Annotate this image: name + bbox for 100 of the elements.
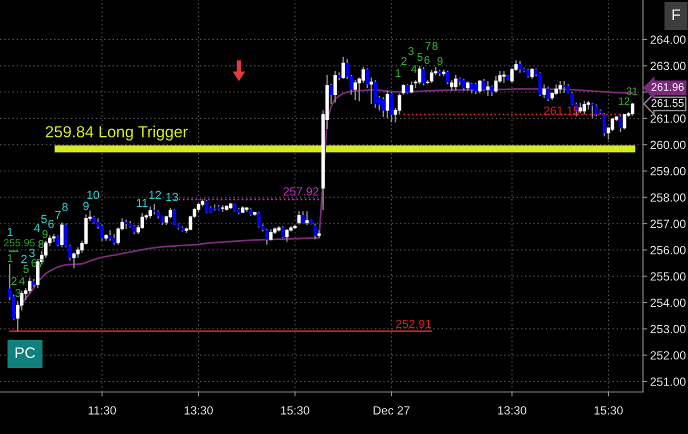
annotation: 11 bbox=[136, 198, 148, 208]
y-tick-label: 259.00 bbox=[650, 167, 686, 176]
annotation: 2 bbox=[11, 277, 17, 285]
candlestick bbox=[422, 66, 426, 86]
y-tick-label: 253.00 bbox=[650, 324, 686, 334]
annotation: 5 bbox=[41, 214, 47, 224]
candlestick bbox=[562, 80, 566, 94]
candlestick bbox=[578, 102, 582, 114]
annotation: 7 bbox=[425, 42, 431, 50]
candlestick bbox=[333, 70, 337, 104]
annotation: 5 bbox=[23, 265, 29, 273]
annotation: 9 bbox=[83, 202, 89, 210]
candlestick bbox=[56, 234, 60, 247]
annotation: 3 bbox=[29, 248, 35, 258]
annotation: 10 bbox=[87, 190, 100, 200]
y-tick-label: 255.00 bbox=[650, 272, 686, 281]
series-label: 255.95 bbox=[4, 239, 35, 246]
candlestick bbox=[630, 102, 634, 116]
annotation: 3 bbox=[15, 289, 21, 297]
candlestick bbox=[486, 80, 490, 97]
x-tick-label: 15:30 bbox=[281, 406, 310, 415]
y-tick-label: 254.00 bbox=[650, 298, 686, 307]
candlestick bbox=[132, 224, 136, 235]
candlestick bbox=[148, 206, 152, 220]
y-tick-label: 260.00 bbox=[650, 140, 686, 150]
annotation: 9 bbox=[437, 57, 443, 65]
candlestick bbox=[538, 72, 542, 97]
y-tick-label: 258.00 bbox=[650, 193, 686, 202]
annotation: 6 bbox=[424, 56, 430, 64]
annotation: 8 bbox=[432, 42, 438, 50]
x-tick-label: 15:30 bbox=[594, 406, 623, 415]
annotation: 4 bbox=[411, 65, 417, 73]
candlestick bbox=[418, 65, 422, 85]
annotation: 1 bbox=[8, 228, 13, 236]
candlestick bbox=[354, 80, 357, 101]
candlestick bbox=[494, 75, 498, 94]
annotation: 31 bbox=[626, 87, 638, 95]
annotation: 9 bbox=[42, 230, 48, 238]
candlestick bbox=[196, 202, 200, 212]
candlestick bbox=[390, 91, 394, 124]
candlestick bbox=[329, 83, 333, 105]
annotation: 3 bbox=[408, 47, 414, 55]
x-tick-label: 13:30 bbox=[184, 406, 213, 415]
annotation: 8 bbox=[38, 240, 44, 248]
candlestick bbox=[410, 80, 414, 94]
ref-line-label: 259.84 Long Trigger bbox=[46, 126, 188, 141]
candlestick bbox=[478, 80, 482, 94]
annotation: 4 bbox=[34, 224, 40, 232]
candlestick bbox=[406, 83, 410, 94]
candlestick bbox=[172, 208, 176, 226]
candlestick bbox=[542, 84, 546, 99]
candlestick bbox=[594, 104, 598, 117]
x-tick-label: Dec 27 bbox=[374, 406, 410, 415]
annotation: 1 bbox=[396, 69, 401, 77]
series-label: 252.91 bbox=[396, 320, 432, 328]
candlestick bbox=[530, 67, 534, 80]
annotation: 1 bbox=[8, 254, 13, 262]
annotation: 5 bbox=[417, 53, 423, 61]
candlestick bbox=[590, 102, 594, 119]
candlestick bbox=[510, 67, 514, 84]
annotation: 2 bbox=[401, 57, 407, 65]
candlestick bbox=[188, 215, 192, 231]
candlestick bbox=[140, 212, 144, 230]
candlestick bbox=[72, 252, 76, 270]
x-tick-label: 13:30 bbox=[498, 406, 526, 415]
candlestick bbox=[313, 222, 317, 240]
candlestick bbox=[454, 74, 458, 92]
annotation: 7 bbox=[55, 210, 61, 220]
candlestick bbox=[370, 76, 374, 105]
candlestick bbox=[502, 70, 506, 84]
candlestick bbox=[386, 90, 390, 120]
candlestick bbox=[518, 60, 522, 74]
annotation: 6 bbox=[48, 220, 54, 228]
candlestick bbox=[430, 69, 434, 84]
candlestick bbox=[466, 80, 470, 92]
candlestick bbox=[474, 82, 478, 95]
annotation: 12 bbox=[149, 190, 161, 200]
y-tick-label: 252.00 bbox=[650, 351, 686, 360]
annotation: PC bbox=[16, 347, 36, 358]
annotation: 6 bbox=[31, 259, 37, 267]
candlestick bbox=[305, 210, 309, 226]
candlestick bbox=[281, 226, 285, 239]
candlestick bbox=[124, 218, 128, 230]
candlestick bbox=[108, 230, 112, 242]
series-label: 257.92 bbox=[284, 187, 318, 196]
y-tick-label: 257.00 bbox=[650, 220, 686, 228]
y-tick-label: 251.00 bbox=[650, 378, 686, 386]
candlestick bbox=[462, 78, 466, 92]
candlestick bbox=[558, 80, 562, 94]
candlestick bbox=[610, 117, 614, 132]
y-tick-label: 261.00 bbox=[650, 114, 686, 123]
text: 261.55 bbox=[652, 99, 684, 107]
candlestick bbox=[341, 56, 345, 80]
y-tick-label: 263.00 bbox=[650, 62, 686, 70]
annotation: 4 bbox=[19, 277, 25, 285]
candlestick bbox=[582, 100, 586, 116]
annotation: 2 bbox=[21, 254, 27, 264]
candlestick bbox=[152, 203, 156, 216]
annotation: 12 bbox=[619, 97, 630, 105]
candlestick bbox=[265, 228, 269, 246]
